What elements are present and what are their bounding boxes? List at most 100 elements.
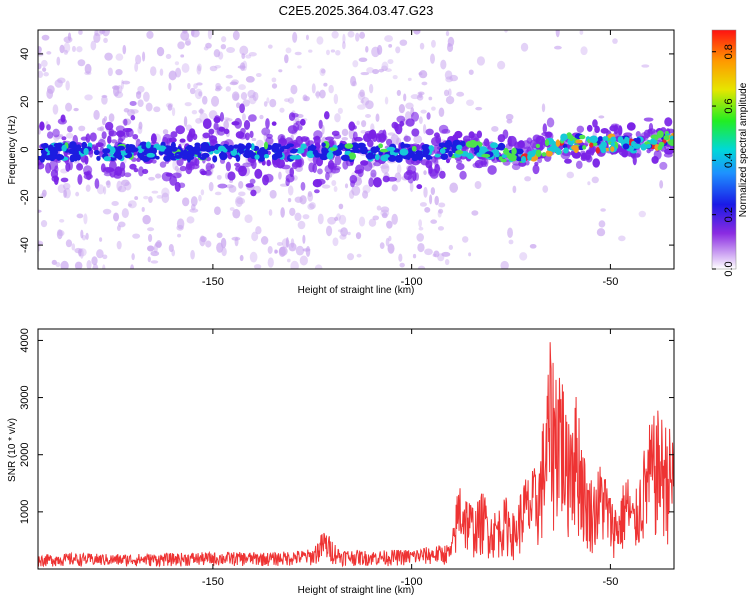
heatmap-cell-faint [429, 194, 433, 205]
colorbar-label: Normalized spectral amplitude [738, 82, 749, 217]
heatmap-cell-low [292, 139, 298, 146]
heatmap-cell-ridge [286, 143, 295, 148]
snr-panel: -150 -100 -50 1000 2000 3000 4000 Height of s… [7, 328, 675, 596]
heatmap-cell-faint [175, 67, 182, 78]
heatmap-cell-ridge [263, 141, 269, 150]
heatmap-cell-low [456, 162, 465, 171]
heatmap-cell-faint [148, 176, 155, 181]
heatmap-cell-low [532, 134, 541, 143]
heatmap-cell-ridge [55, 154, 65, 161]
heatmap-cell-low [245, 183, 255, 188]
heatmap-cell-faint [229, 207, 235, 211]
heatmap-cell-low [46, 124, 51, 131]
heatmap-cell-ridge [383, 154, 390, 158]
heatmap-cell-faint [285, 237, 289, 248]
heatmap-cell-low [635, 131, 641, 138]
heatmap-cell-faint [55, 262, 61, 268]
colorbar-ticks: 0.0 0.2 0.4 0.6 0.8 [712, 44, 735, 277]
heatmap-cell-faint [187, 82, 191, 90]
heatmap-cell-faint [299, 255, 308, 266]
heatmap-cell-faint [368, 218, 377, 227]
heatmap-cell-faint [412, 253, 417, 259]
heatmap-cell-faint [315, 90, 320, 99]
heatmap-cell-low [300, 136, 308, 143]
heatmap-cell-faint [388, 44, 393, 48]
heatmap-cell-faint [431, 106, 436, 111]
heatmap-cell-faint [307, 191, 313, 198]
heatmap-cell-ridge [440, 153, 449, 160]
heatmap-cell-faint [347, 231, 351, 236]
heatmap-cell-faint [444, 258, 450, 266]
heatmap-cell-faint [314, 264, 323, 269]
heatmap-cell-ridge [468, 139, 478, 148]
heatmap-cell-ridge [500, 158, 507, 163]
heatmap-cell-faint [311, 83, 316, 94]
heatmap-cell-ridge [61, 144, 67, 152]
heatmap-cell-ridge [411, 145, 417, 152]
heatmap-cell-faint [128, 203, 132, 207]
heatmap-cell-low [83, 165, 93, 176]
heatmap-cell-faint [284, 54, 289, 64]
heatmap-cell-ridge [44, 155, 54, 161]
heatmap-cell-low [209, 140, 215, 148]
heatmap-cell-ridge [366, 154, 374, 160]
heatmap-cell-low [109, 160, 117, 172]
heatmap-cell-faint [182, 30, 188, 34]
heatmap-cell-faint [38, 241, 41, 252]
heatmap-cell-faint [150, 260, 159, 264]
heatmap-cell-faint [208, 181, 214, 192]
heatmap-cell-faint [384, 96, 389, 105]
heatmap-cell-faint [182, 197, 190, 207]
heatmap-cell-ridge [456, 144, 463, 150]
heatmap-cell-faint [190, 249, 195, 260]
heatmap-cell-faint [340, 227, 348, 237]
heatmap-cell-faint [102, 208, 112, 215]
heatmap-cell-faint [598, 115, 605, 119]
heatmap-cell-low [39, 121, 45, 131]
heatmap-cell-faint [445, 95, 455, 105]
heatmap-cell-faint [132, 233, 141, 239]
heatmap-cell-faint [78, 125, 86, 132]
heatmap-cell-low [218, 126, 226, 132]
heatmap-cell-ridge [146, 152, 156, 158]
heatmap-cell-low [664, 117, 673, 127]
colorbar: 0.0 0.2 0.4 0.6 0.8 Normalized spectral ampl… [711, 29, 749, 277]
heatmap-cell-low [438, 170, 446, 179]
heatmap-cell-low [136, 157, 141, 163]
heatmap-cell-faint [413, 30, 421, 35]
heatmap-cell-faint [356, 253, 362, 258]
heatmap-cell-ridge [333, 149, 343, 157]
heatmap-cell-faint [347, 253, 355, 261]
heatmap-cell-low [505, 143, 513, 150]
heatmap-cell-ridge [455, 149, 464, 155]
heatmap-cell-ridge [640, 143, 647, 151]
heatmap-cell-low [382, 175, 390, 183]
heatmap-cell-faint [381, 61, 389, 71]
heatmap-cell-faint [148, 196, 153, 204]
heatmap-cell-ridge [520, 155, 527, 164]
heatmap-cell-low [67, 125, 73, 133]
heatmap-cell-faint [418, 219, 423, 228]
heatmap-cell-ridge [200, 142, 210, 150]
heatmap-cell-faint [180, 54, 185, 58]
heatmap-cell-low [445, 158, 451, 164]
heatmap-cell-low [334, 154, 342, 166]
heatmap-cell-faint [252, 91, 259, 101]
heatmap-cell-faint [59, 218, 65, 223]
heatmap-cell-faint [420, 109, 427, 114]
heatmap-cell-faint [359, 89, 365, 98]
heatmap-cell-low [312, 163, 318, 173]
heatmap-cell-low [571, 150, 582, 159]
heatmap-cell-faint [256, 139, 264, 148]
heatmap-cell-ridge [348, 152, 357, 160]
heatmap-cell-faint [255, 73, 262, 78]
heatmap-cell-faint [201, 95, 208, 105]
heatmap-cell-faint [428, 96, 433, 101]
heatmap-cell-faint [362, 190, 369, 199]
heatmap-cell-faint [285, 47, 292, 54]
heatmap-cell-ridge [173, 154, 183, 159]
heatmap-cell-faint [271, 77, 277, 83]
heatmap-cell-faint [381, 212, 388, 219]
heatmap-cell-faint [396, 164, 402, 174]
